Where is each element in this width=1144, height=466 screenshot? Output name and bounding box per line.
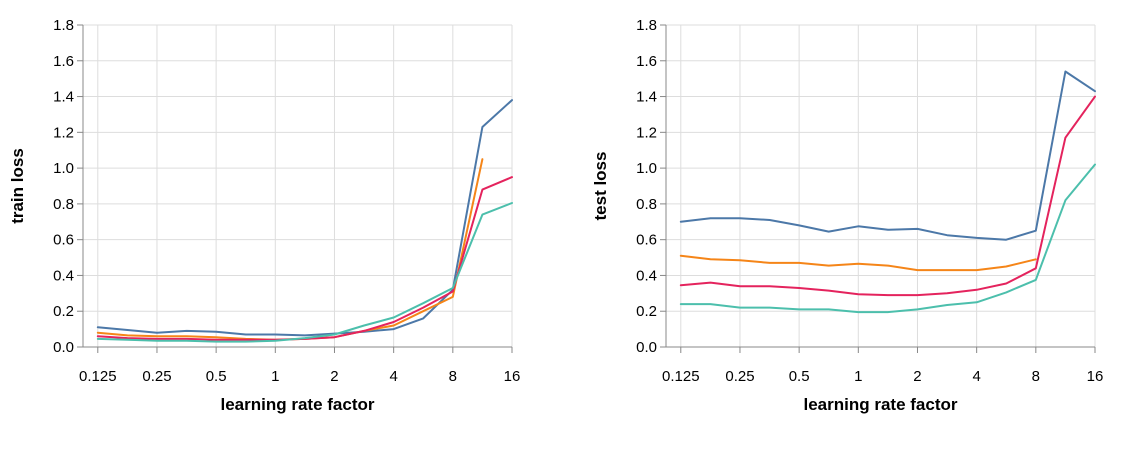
y-tick-label: 1.6 <box>636 53 657 70</box>
y-tick-label: 0.6 <box>53 232 74 249</box>
x-tick-label: 4 <box>972 368 980 385</box>
y-tick-label: 1.4 <box>53 89 74 106</box>
y-tick-label: 0.0 <box>636 339 657 356</box>
series-line-1 <box>96 99 513 337</box>
series-line-2 <box>96 158 484 341</box>
y-tick-label: 0.6 <box>636 232 657 249</box>
y-axis-title: train loss <box>8 148 27 224</box>
x-tick-label: 2 <box>330 368 338 385</box>
x-tick-label: 16 <box>1087 368 1104 385</box>
x-tick-label: 2 <box>913 368 921 385</box>
y-tick-label: 1.6 <box>53 53 74 70</box>
x-tick-label: 0.125 <box>79 368 117 385</box>
x-tick-label: 8 <box>449 368 457 385</box>
y-tick-label: 1.8 <box>636 17 657 34</box>
y-tick-label: 1.8 <box>53 17 74 34</box>
y-tick-label: 1.2 <box>53 124 74 141</box>
y-tick-label: 0.2 <box>53 303 74 320</box>
y-tick-label: 0.8 <box>53 196 74 213</box>
x-axis-title: learning rate factor <box>804 395 958 414</box>
x-tick-label: 0.5 <box>206 368 227 385</box>
test-loss-chart: 0.0 0.2 0.4 0.6 0.8 1.0 1.2 1.4 1.6 1.8 0.125 0.25 0… <box>591 17 1103 414</box>
series-line-3 <box>679 95 1096 297</box>
x-tick-label: 1 <box>271 368 279 385</box>
y-tick-label: 0.4 <box>636 267 657 284</box>
y-tick-label: 1.2 <box>636 124 657 141</box>
y-tick-label: 1.0 <box>636 160 657 177</box>
y-tick-label: 0.4 <box>53 267 74 284</box>
x-tick-label: 0.25 <box>725 368 754 385</box>
train-loss-chart: 0.0 0.2 0.4 0.6 0.8 1.0 1.2 1.4 1.6 1.8 0.125 0.25 0… <box>8 17 520 414</box>
series-line-4 <box>679 163 1096 314</box>
y-tick-label: 0.8 <box>636 196 657 213</box>
x-axis-title: learning rate factor <box>221 395 375 414</box>
y-tick-label: 0.2 <box>636 303 657 320</box>
y-axis-title: test loss <box>591 152 610 221</box>
x-tick-label: 0.25 <box>142 368 171 385</box>
series-line-3 <box>96 176 513 341</box>
x-tick-label: 8 <box>1032 368 1040 385</box>
series-line-4 <box>96 202 513 343</box>
x-tick-label: 0.5 <box>789 368 810 385</box>
y-tick-label: 1.0 <box>53 160 74 177</box>
series-line-1 <box>679 70 1096 241</box>
x-tick-label: 0.125 <box>662 368 700 385</box>
y-tick-label: 1.4 <box>636 89 657 106</box>
x-tick-label: 16 <box>504 368 521 385</box>
x-tick-label: 4 <box>389 368 397 385</box>
y-tick-label: 0.0 <box>53 339 74 356</box>
series-line-2 <box>679 254 1037 272</box>
x-tick-label: 1 <box>854 368 862 385</box>
